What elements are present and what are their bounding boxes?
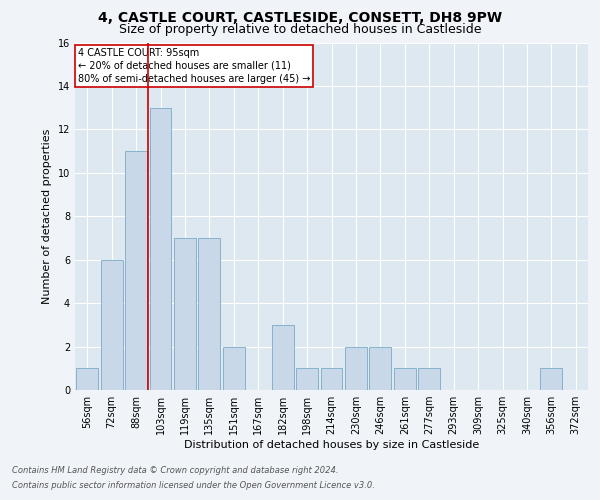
- Bar: [223, 346, 245, 390]
- Bar: [370, 346, 391, 390]
- Text: 4, CASTLE COURT, CASTLESIDE, CONSETT, DH8 9PW: 4, CASTLE COURT, CASTLESIDE, CONSETT, DH…: [98, 11, 502, 25]
- Bar: [199, 238, 220, 390]
- Bar: [174, 238, 196, 390]
- Bar: [76, 368, 98, 390]
- Text: 4 CASTLE COURT: 95sqm
← 20% of detached houses are smaller (11)
80% of semi-deta: 4 CASTLE COURT: 95sqm ← 20% of detached …: [77, 48, 310, 84]
- Bar: [149, 108, 172, 390]
- Text: Contains public sector information licensed under the Open Government Licence v3: Contains public sector information licen…: [12, 481, 375, 490]
- Text: Size of property relative to detached houses in Castleside: Size of property relative to detached ho…: [119, 22, 481, 36]
- Bar: [541, 368, 562, 390]
- X-axis label: Distribution of detached houses by size in Castleside: Distribution of detached houses by size …: [184, 440, 479, 450]
- Bar: [296, 368, 318, 390]
- Bar: [125, 151, 147, 390]
- Bar: [394, 368, 416, 390]
- Bar: [345, 346, 367, 390]
- Bar: [320, 368, 343, 390]
- Bar: [418, 368, 440, 390]
- Y-axis label: Number of detached properties: Number of detached properties: [42, 128, 52, 304]
- Bar: [101, 260, 122, 390]
- Bar: [272, 325, 293, 390]
- Text: Contains HM Land Registry data © Crown copyright and database right 2024.: Contains HM Land Registry data © Crown c…: [12, 466, 338, 475]
